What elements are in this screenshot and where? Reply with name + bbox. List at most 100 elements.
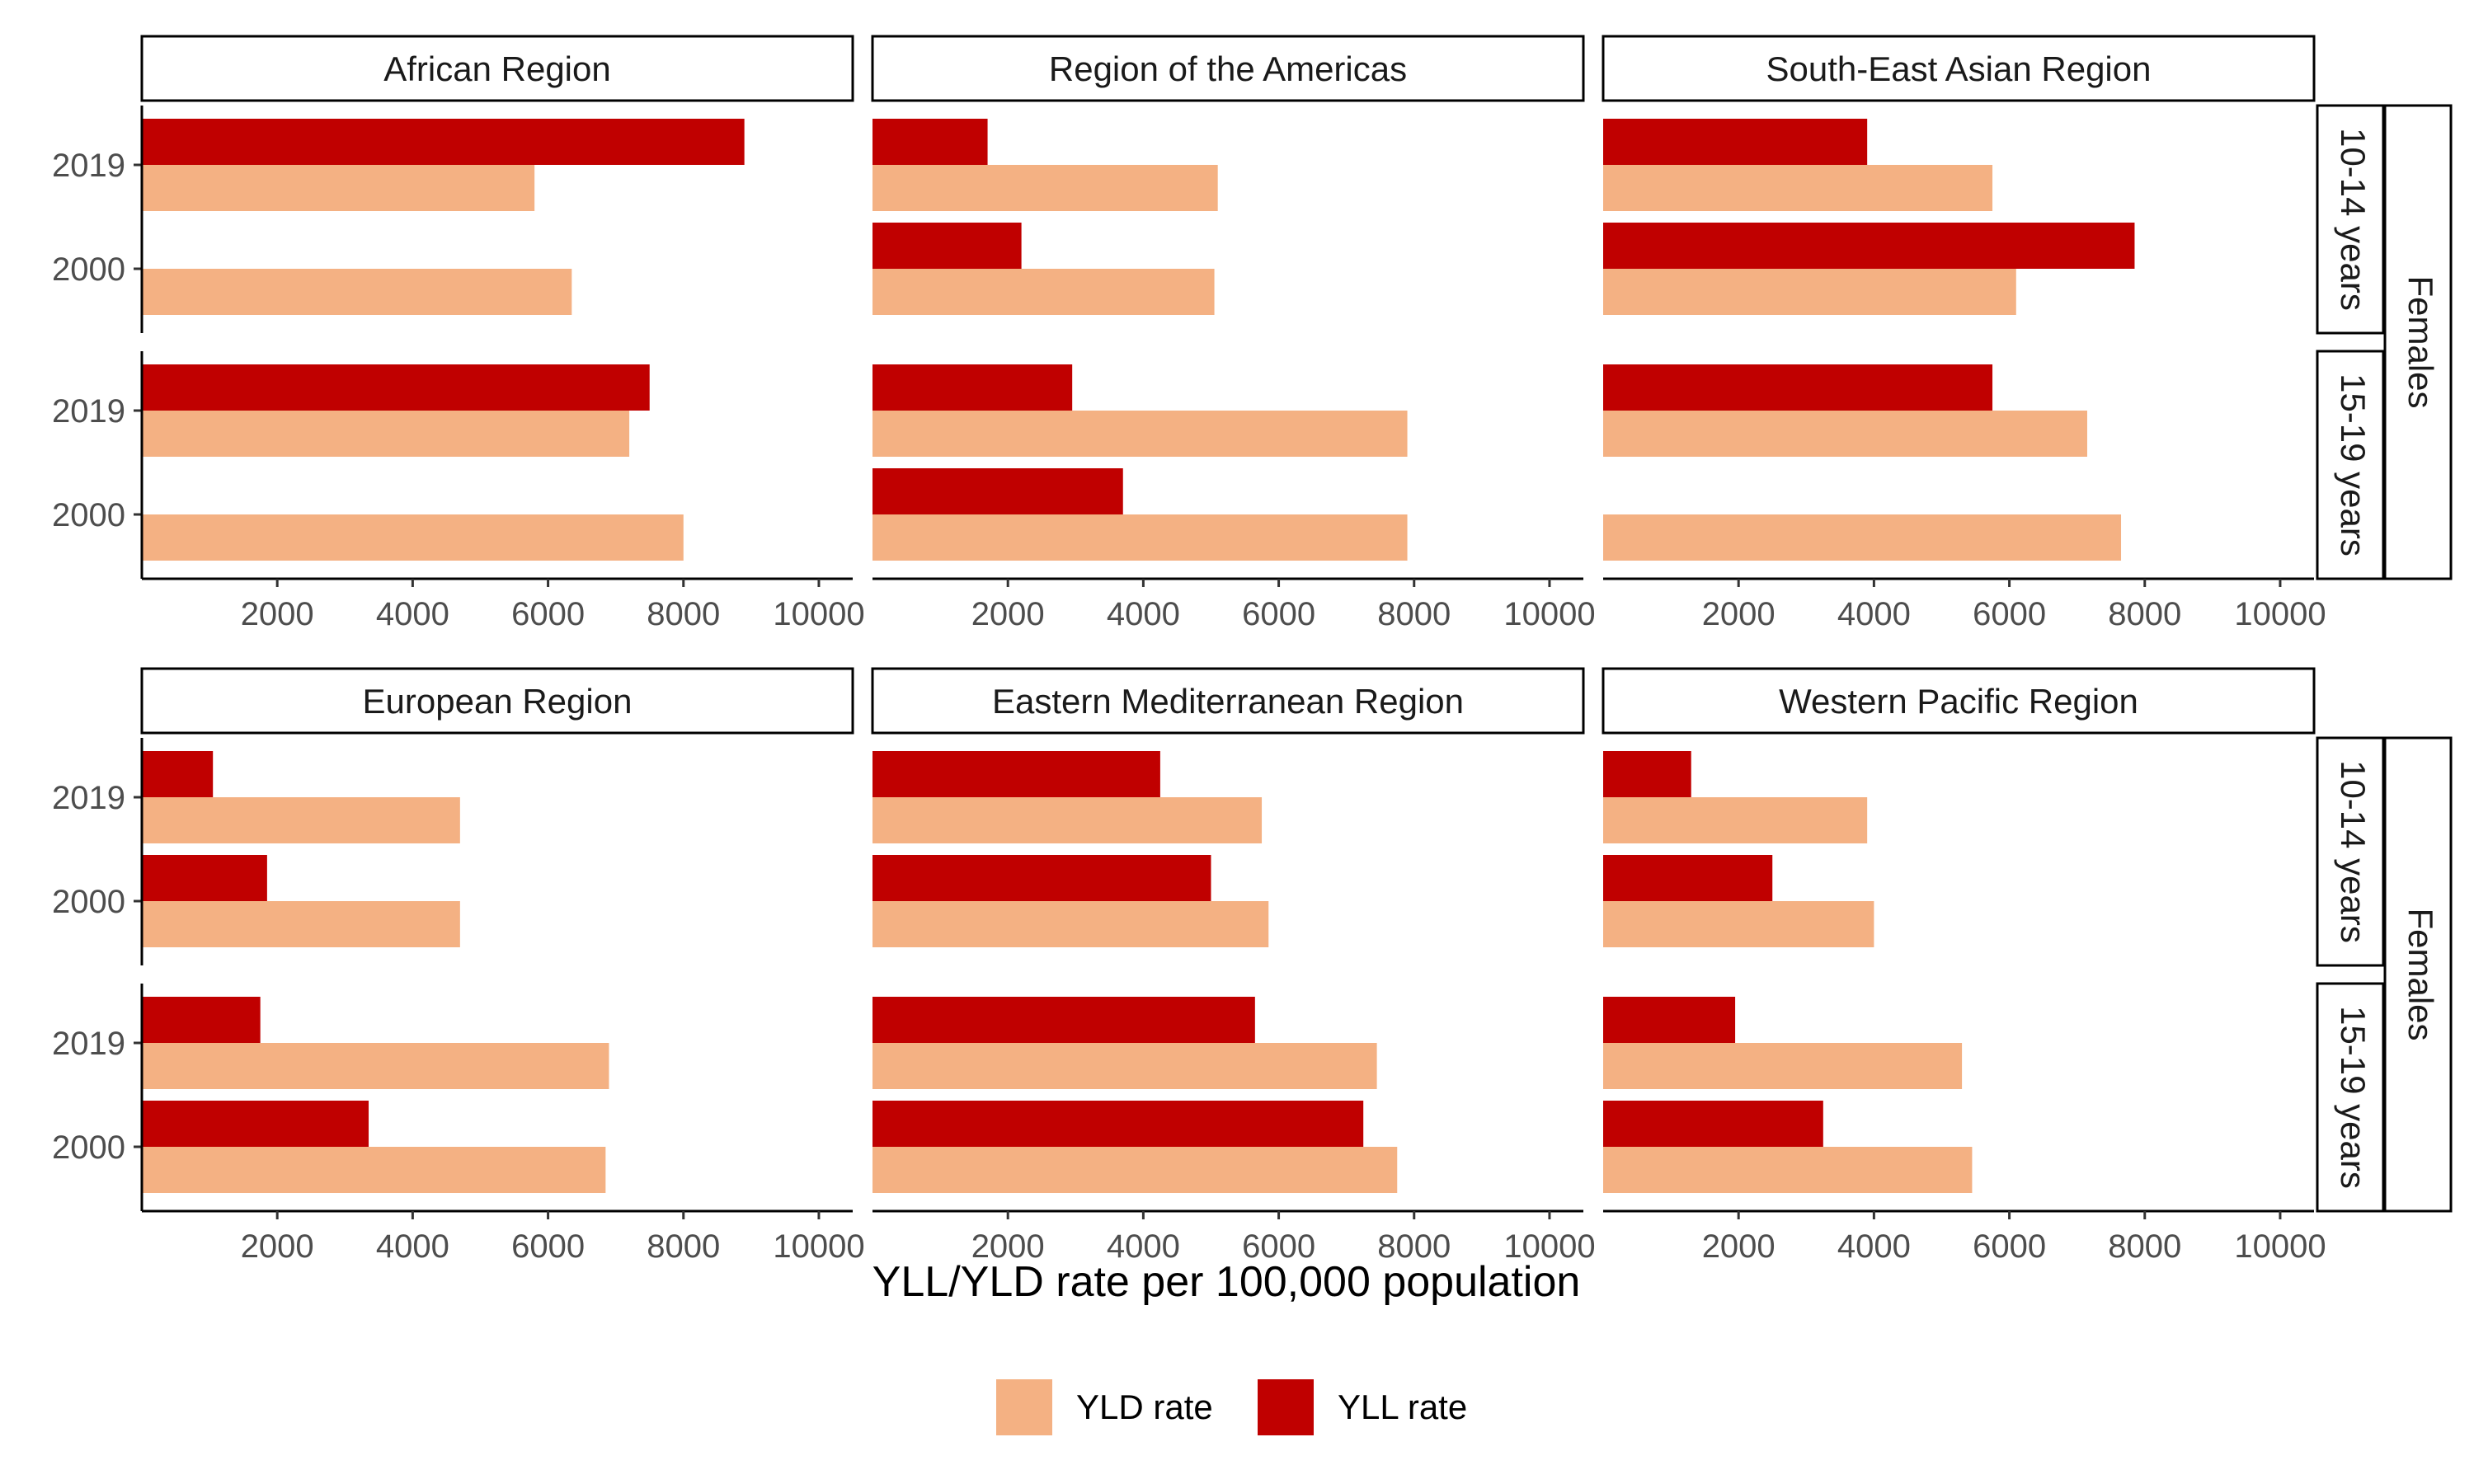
bar-yll-2019 xyxy=(872,751,1160,797)
bar-yld-2000 xyxy=(872,901,1269,947)
panel-title: South-East Asian Region xyxy=(1766,49,2152,88)
subpanel-10-14-years xyxy=(1603,119,2135,315)
bar-yld-2000 xyxy=(1603,514,2122,561)
legend-item-yll-rate: YLL rate xyxy=(1258,1379,1467,1435)
bar-yld-2000 xyxy=(1603,269,2016,315)
y-tick-label: 2019 xyxy=(52,780,125,816)
panel-strip xyxy=(140,667,854,735)
age-group-strip xyxy=(2316,350,2385,580)
panel-title: Western Pacific Region xyxy=(1779,682,2138,721)
bar-yld-2019 xyxy=(872,165,1218,211)
subpanel-10-14-years xyxy=(872,751,1269,947)
bar-yld-2019 xyxy=(872,1043,1377,1089)
x-tick-label: 2000 xyxy=(241,596,314,632)
subpanel-15-19-years xyxy=(872,997,1398,1193)
bar-yld-2019 xyxy=(142,1043,609,1089)
panel-strip xyxy=(1602,667,2316,735)
x-tick-label: 2000 xyxy=(1702,596,1776,632)
sex-label: Females xyxy=(2401,908,2440,1040)
x-tick-label: 4000 xyxy=(376,596,449,632)
x-tick-label: 4000 xyxy=(1107,1228,1180,1265)
bar-yld-2000 xyxy=(1603,1147,1973,1193)
x-tick-label: 2000 xyxy=(241,1228,314,1265)
x-tick-label: 4000 xyxy=(376,1228,449,1265)
subpanel-10-14-years xyxy=(872,119,1218,315)
subpanel-15-19-years xyxy=(1603,997,1973,1193)
bar-yld-2019 xyxy=(872,411,1408,457)
panel-strip xyxy=(140,35,854,102)
bar-yll-2019 xyxy=(142,751,214,797)
bar-yll-2000 xyxy=(872,223,1022,269)
x-tick-label: 6000 xyxy=(1242,1228,1315,1265)
x-tick-label: 2000 xyxy=(1702,1228,1776,1265)
panel-strip xyxy=(871,667,1585,735)
age-group-label: 15-19 years xyxy=(2334,1006,2373,1189)
panels-layer: African Region 2019 2000 2019 2000 2000 4000 60… xyxy=(52,35,2453,1265)
bar-yld-2000 xyxy=(1603,901,1874,947)
bar-yll-2019 xyxy=(1603,997,1736,1043)
subpanel-10-14-years: 2019 2000 xyxy=(52,106,745,333)
subpanel-15-19-years xyxy=(872,364,1408,561)
x-tick-label: 6000 xyxy=(1973,1228,2046,1265)
bar-yll-2000 xyxy=(872,1101,1364,1147)
x-tick-label: 8000 xyxy=(2108,596,2181,632)
x-tick-label: 10000 xyxy=(773,596,864,632)
subpanel-15-19-years: 2019 2000 xyxy=(52,351,684,579)
x-tick-label: 6000 xyxy=(511,596,585,632)
y-tick-label: 2000 xyxy=(52,1129,125,1166)
facet-row-1: African Region 2019 2000 2019 2000 2000 4000 60… xyxy=(52,35,2453,632)
panel-title: African Region xyxy=(383,49,610,88)
legend-label: YLL rate xyxy=(1338,1388,1467,1426)
x-tick-label: 10000 xyxy=(1503,1228,1595,1265)
age-group-label: 10-14 years xyxy=(2334,760,2373,943)
age-group-label: 10-14 years xyxy=(2334,128,2373,311)
subpanel-10-14-years xyxy=(1603,751,1874,947)
bar-yld-2000 xyxy=(142,514,684,561)
sex-strip xyxy=(2383,104,2453,580)
legend-swatch xyxy=(996,1379,1052,1435)
bar-yld-2000 xyxy=(872,514,1408,561)
bar-yll-2019 xyxy=(872,364,1073,411)
bar-yll-2000 xyxy=(1603,855,1773,901)
x-axis-title: YLL/YLD rate per 100,000 population xyxy=(872,1258,1581,1306)
x-tick-label: 6000 xyxy=(1242,596,1315,632)
y-tick-label: 2000 xyxy=(52,251,125,288)
bar-yld-2000 xyxy=(142,901,460,947)
bar-yld-2019 xyxy=(1603,1043,1963,1089)
panel-eastern-mediterranean-region: Eastern Mediterranean Region 2000 4000 6000… xyxy=(871,667,1596,1265)
age-group-strip xyxy=(2316,982,2385,1213)
legend-swatch xyxy=(1258,1379,1314,1435)
bar-yld-2019 xyxy=(1603,411,2087,457)
y-tick-label: 2019 xyxy=(52,1026,125,1062)
x-tick-label: 10000 xyxy=(2234,596,2326,632)
bar-yll-2000 xyxy=(142,855,267,901)
bar-yld-2019 xyxy=(142,797,460,843)
subpanel-15-19-years xyxy=(1603,364,2122,561)
bar-yld-2019 xyxy=(142,165,535,211)
panel-strip xyxy=(871,35,1585,102)
legend: YLD rate YLL rate xyxy=(996,1379,1467,1435)
panel-south-east-asian-region: South-East Asian Region 2000 4000 6000 8000 1… xyxy=(1602,35,2326,632)
x-tick-label: 4000 xyxy=(1107,596,1180,632)
x-tick-label: 10000 xyxy=(773,1228,864,1265)
bar-yll-2000 xyxy=(142,1101,369,1147)
x-tick-label: 8000 xyxy=(2108,1228,2181,1265)
bar-yll-2000 xyxy=(872,468,1123,514)
panel-title: Eastern Mediterranean Region xyxy=(992,682,1464,721)
panel-african-region: African Region 2019 2000 2019 2000 2000 4000 60… xyxy=(52,35,865,632)
sex-label: Females xyxy=(2401,275,2440,408)
x-tick-label: 8000 xyxy=(1377,596,1451,632)
bar-yll-2019 xyxy=(872,119,988,165)
x-tick-label: 8000 xyxy=(647,1228,720,1265)
x-tick-label: 4000 xyxy=(1837,596,1911,632)
bar-yll-2019 xyxy=(142,997,261,1043)
x-tick-label: 6000 xyxy=(1973,596,2046,632)
bar-yld-2019 xyxy=(872,797,1263,843)
bar-yld-2000 xyxy=(872,269,1215,315)
x-tick-label: 10000 xyxy=(1503,596,1595,632)
bar-yll-2019 xyxy=(142,119,745,165)
bar-yld-2019 xyxy=(1603,797,1868,843)
y-tick-label: 2000 xyxy=(52,497,125,533)
bar-yld-2000 xyxy=(142,1147,606,1193)
bar-yll-2019 xyxy=(1603,751,1691,797)
